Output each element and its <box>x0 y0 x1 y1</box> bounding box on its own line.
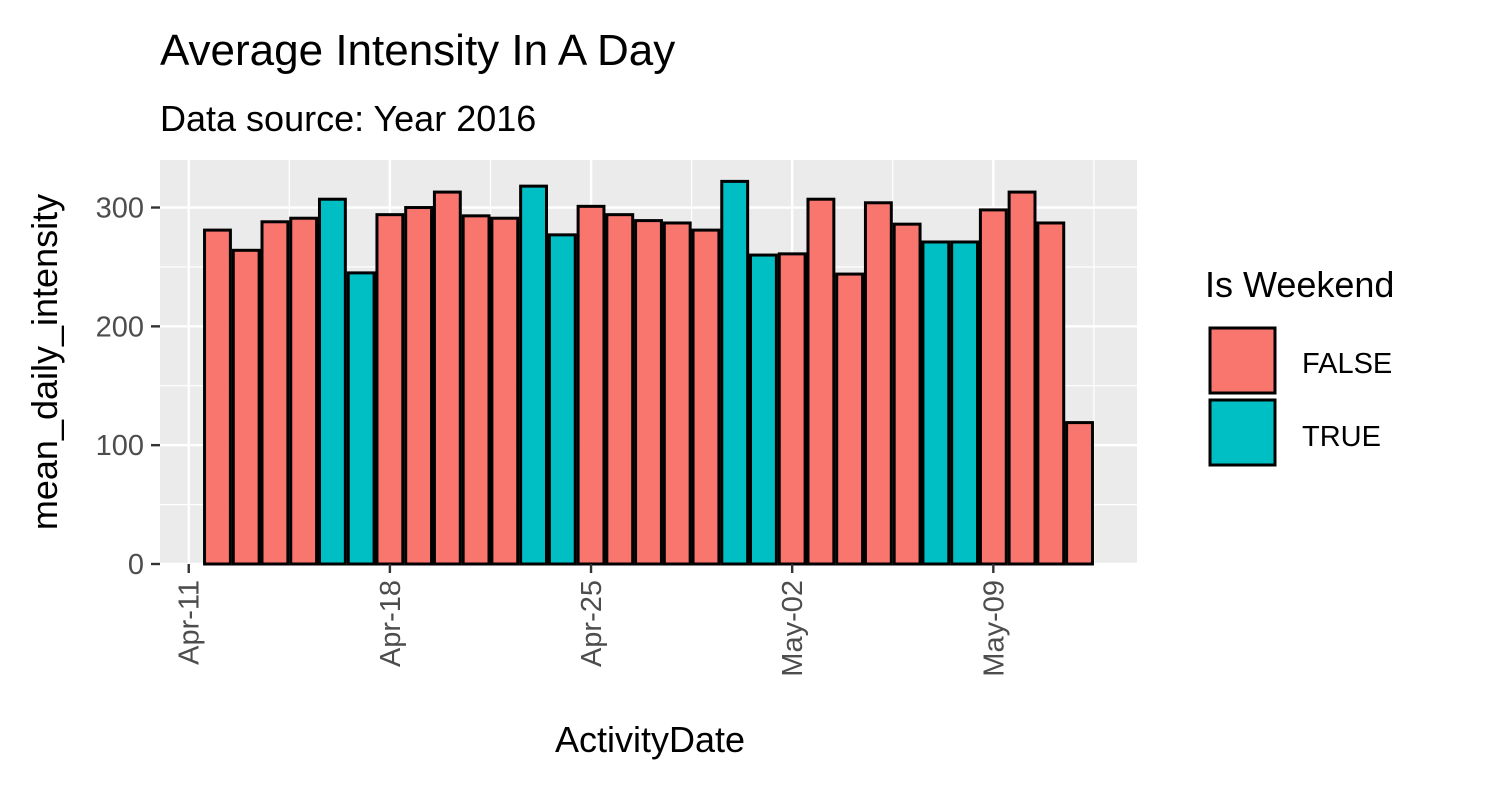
bar <box>490 216 520 566</box>
bar <box>806 197 836 566</box>
legend-title: Is Weekend <box>1205 264 1394 305</box>
bar <box>978 208 1008 566</box>
bar <box>1036 221 1066 566</box>
y-axis: 0 100 200 300 <box>96 193 160 581</box>
legend-label-true: TRUE <box>1302 421 1381 453</box>
bar <box>892 222 922 566</box>
x-tick-label: May-02 <box>777 580 809 677</box>
bar <box>749 253 778 566</box>
legend-key-true <box>1208 398 1277 467</box>
bar <box>375 213 405 566</box>
x-tick-label: May-09 <box>978 580 1010 677</box>
bar <box>662 221 692 566</box>
y-tick-label: 200 <box>96 311 144 343</box>
bar <box>634 219 663 566</box>
y-tick-label: 100 <box>96 430 144 462</box>
bar <box>720 179 750 566</box>
x-axis-title: ActivityDate <box>555 719 745 760</box>
bar <box>432 190 462 566</box>
x-tick-label: Apr-11 <box>174 580 206 665</box>
bar <box>1007 190 1037 566</box>
bar <box>1065 421 1094 566</box>
legend-key-false <box>1208 326 1277 395</box>
bar <box>231 248 261 566</box>
bar <box>777 252 807 566</box>
bar <box>461 214 491 566</box>
bar <box>863 201 893 566</box>
legend-label-false: FALSE <box>1302 348 1392 380</box>
bar <box>289 216 319 566</box>
legend: Is Weekend FALSE TRUE <box>1205 264 1394 467</box>
y-tick-label: 0 <box>128 549 144 581</box>
x-tick-label: Apr-25 <box>576 580 608 667</box>
bar <box>404 206 434 566</box>
x-axis: Apr-11 Apr-18 Apr-25 May-02 May-09 <box>174 564 1010 677</box>
bar <box>950 240 980 566</box>
bar <box>346 271 376 566</box>
bars <box>203 179 1094 566</box>
bar <box>835 272 865 566</box>
bar <box>203 228 232 566</box>
bar <box>605 213 635 566</box>
bar <box>519 184 548 566</box>
chart-subtitle: Data source: Year 2016 <box>160 98 536 139</box>
x-tick-label: Apr-18 <box>375 580 407 667</box>
bar <box>691 228 721 566</box>
bar <box>317 197 347 566</box>
bar <box>576 204 606 566</box>
y-tick-label: 300 <box>96 193 144 225</box>
y-axis-title: mean_daily_intensity <box>24 194 65 530</box>
bar <box>260 220 290 566</box>
chart-title: Average Intensity In A Day <box>160 26 675 75</box>
bar <box>921 240 951 566</box>
bar <box>547 233 577 566</box>
